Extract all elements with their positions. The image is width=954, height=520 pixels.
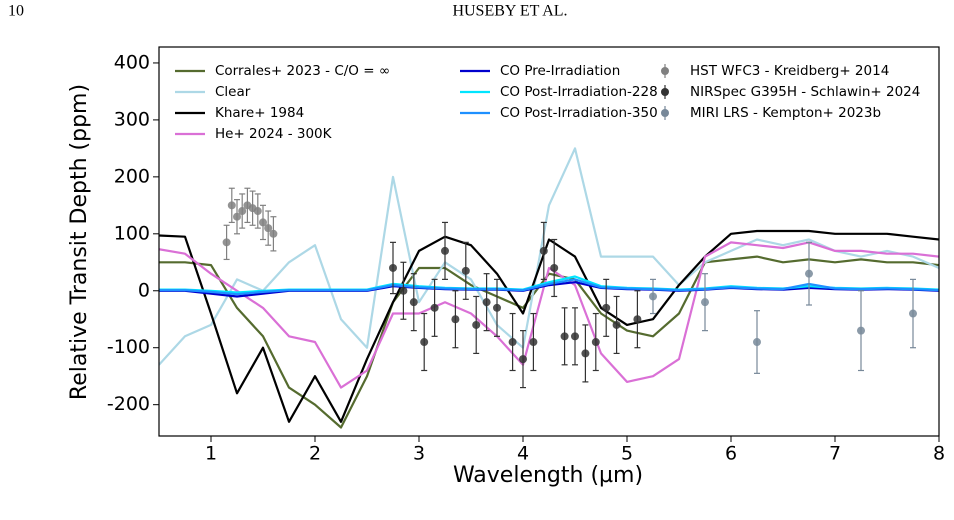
legend-label: CO Pre-Irradiation bbox=[500, 63, 620, 79]
data-point bbox=[227, 201, 236, 210]
data-point bbox=[805, 269, 813, 278]
data-point bbox=[253, 207, 262, 216]
data-point bbox=[701, 298, 709, 307]
data-point bbox=[581, 349, 590, 358]
data-point bbox=[571, 332, 579, 341]
legend-label: CO Post-Irradiation-350 bbox=[500, 105, 658, 121]
legend-label: HST WFC3 - Kreidberg+ 2014 bbox=[690, 63, 889, 79]
data-point bbox=[482, 298, 491, 307]
data-point bbox=[602, 303, 611, 312]
legend-label: Corrales+ 2023 - C/O = ∞ bbox=[215, 63, 390, 79]
y-tick-label: 200 bbox=[114, 165, 150, 187]
data-point bbox=[430, 303, 439, 312]
series-line bbox=[159, 229, 939, 423]
legend-label: Khare+ 1984 bbox=[215, 105, 304, 121]
data-point bbox=[649, 292, 657, 301]
x-tick-label: 8 bbox=[933, 443, 945, 465]
data-point bbox=[753, 338, 761, 347]
y-tick-label: 400 bbox=[114, 51, 150, 73]
legend-label: Clear bbox=[215, 84, 251, 100]
legend-label: NIRSpec G395H - Schlawin+ 2024 bbox=[690, 84, 920, 100]
legend-label: MIRI LRS - Kempton+ 2023b bbox=[690, 105, 881, 121]
plot-area bbox=[159, 147, 939, 429]
running-head: HUSEBY ET AL. bbox=[452, 3, 567, 20]
data-point bbox=[420, 338, 429, 347]
y-axis-label: Relative Transit Depth (ppm) bbox=[67, 84, 92, 400]
plot-frame bbox=[158, 46, 940, 437]
legend-label: CO Post-Irradiation-228 bbox=[500, 84, 658, 100]
data-point bbox=[633, 315, 642, 324]
data-point bbox=[259, 218, 267, 227]
data-point bbox=[539, 246, 548, 255]
data-point bbox=[269, 229, 278, 238]
page-number: 10 bbox=[8, 3, 24, 20]
data-point bbox=[451, 315, 460, 324]
y-tick-label: -200 bbox=[107, 393, 150, 415]
legend-label: He+ 2024 - 300K bbox=[215, 126, 333, 142]
data-point bbox=[612, 320, 621, 329]
x-tick-label: 6 bbox=[725, 443, 737, 465]
data-point bbox=[389, 263, 397, 272]
data-point bbox=[529, 338, 538, 347]
x-tick-label: 5 bbox=[621, 443, 633, 465]
y-tick-label: 300 bbox=[114, 108, 150, 130]
data-point bbox=[264, 224, 273, 233]
data-point bbox=[461, 266, 470, 275]
data-point bbox=[441, 246, 449, 255]
data-point bbox=[222, 238, 231, 247]
x-tick-label: 1 bbox=[205, 443, 217, 465]
data-point bbox=[560, 332, 569, 341]
series-line bbox=[159, 147, 939, 366]
x-axis-label: Wavelength (µm) bbox=[453, 463, 643, 488]
data-point bbox=[233, 212, 241, 221]
data-point bbox=[550, 263, 559, 272]
data-point bbox=[591, 338, 600, 347]
data-point bbox=[472, 320, 481, 329]
x-tick-label: 2 bbox=[309, 443, 321, 465]
legend-swatch bbox=[661, 109, 669, 117]
data-point bbox=[409, 298, 418, 307]
y-tick-label: 100 bbox=[114, 222, 150, 244]
legend-swatch bbox=[661, 88, 669, 96]
y-tick-label: 0 bbox=[138, 279, 150, 301]
data-point bbox=[909, 309, 917, 318]
y-tick-label: -100 bbox=[107, 336, 150, 358]
legend-swatch bbox=[661, 67, 669, 75]
data-point bbox=[857, 326, 865, 335]
data-point bbox=[493, 303, 501, 312]
x-tick-label: 7 bbox=[829, 443, 841, 465]
x-tick-label: 4 bbox=[517, 443, 529, 465]
data-point bbox=[508, 338, 517, 347]
series-line bbox=[159, 241, 939, 389]
data-point bbox=[399, 286, 408, 295]
x-tick-label: 3 bbox=[413, 443, 425, 465]
data-point bbox=[519, 355, 527, 364]
data-point bbox=[238, 207, 247, 216]
